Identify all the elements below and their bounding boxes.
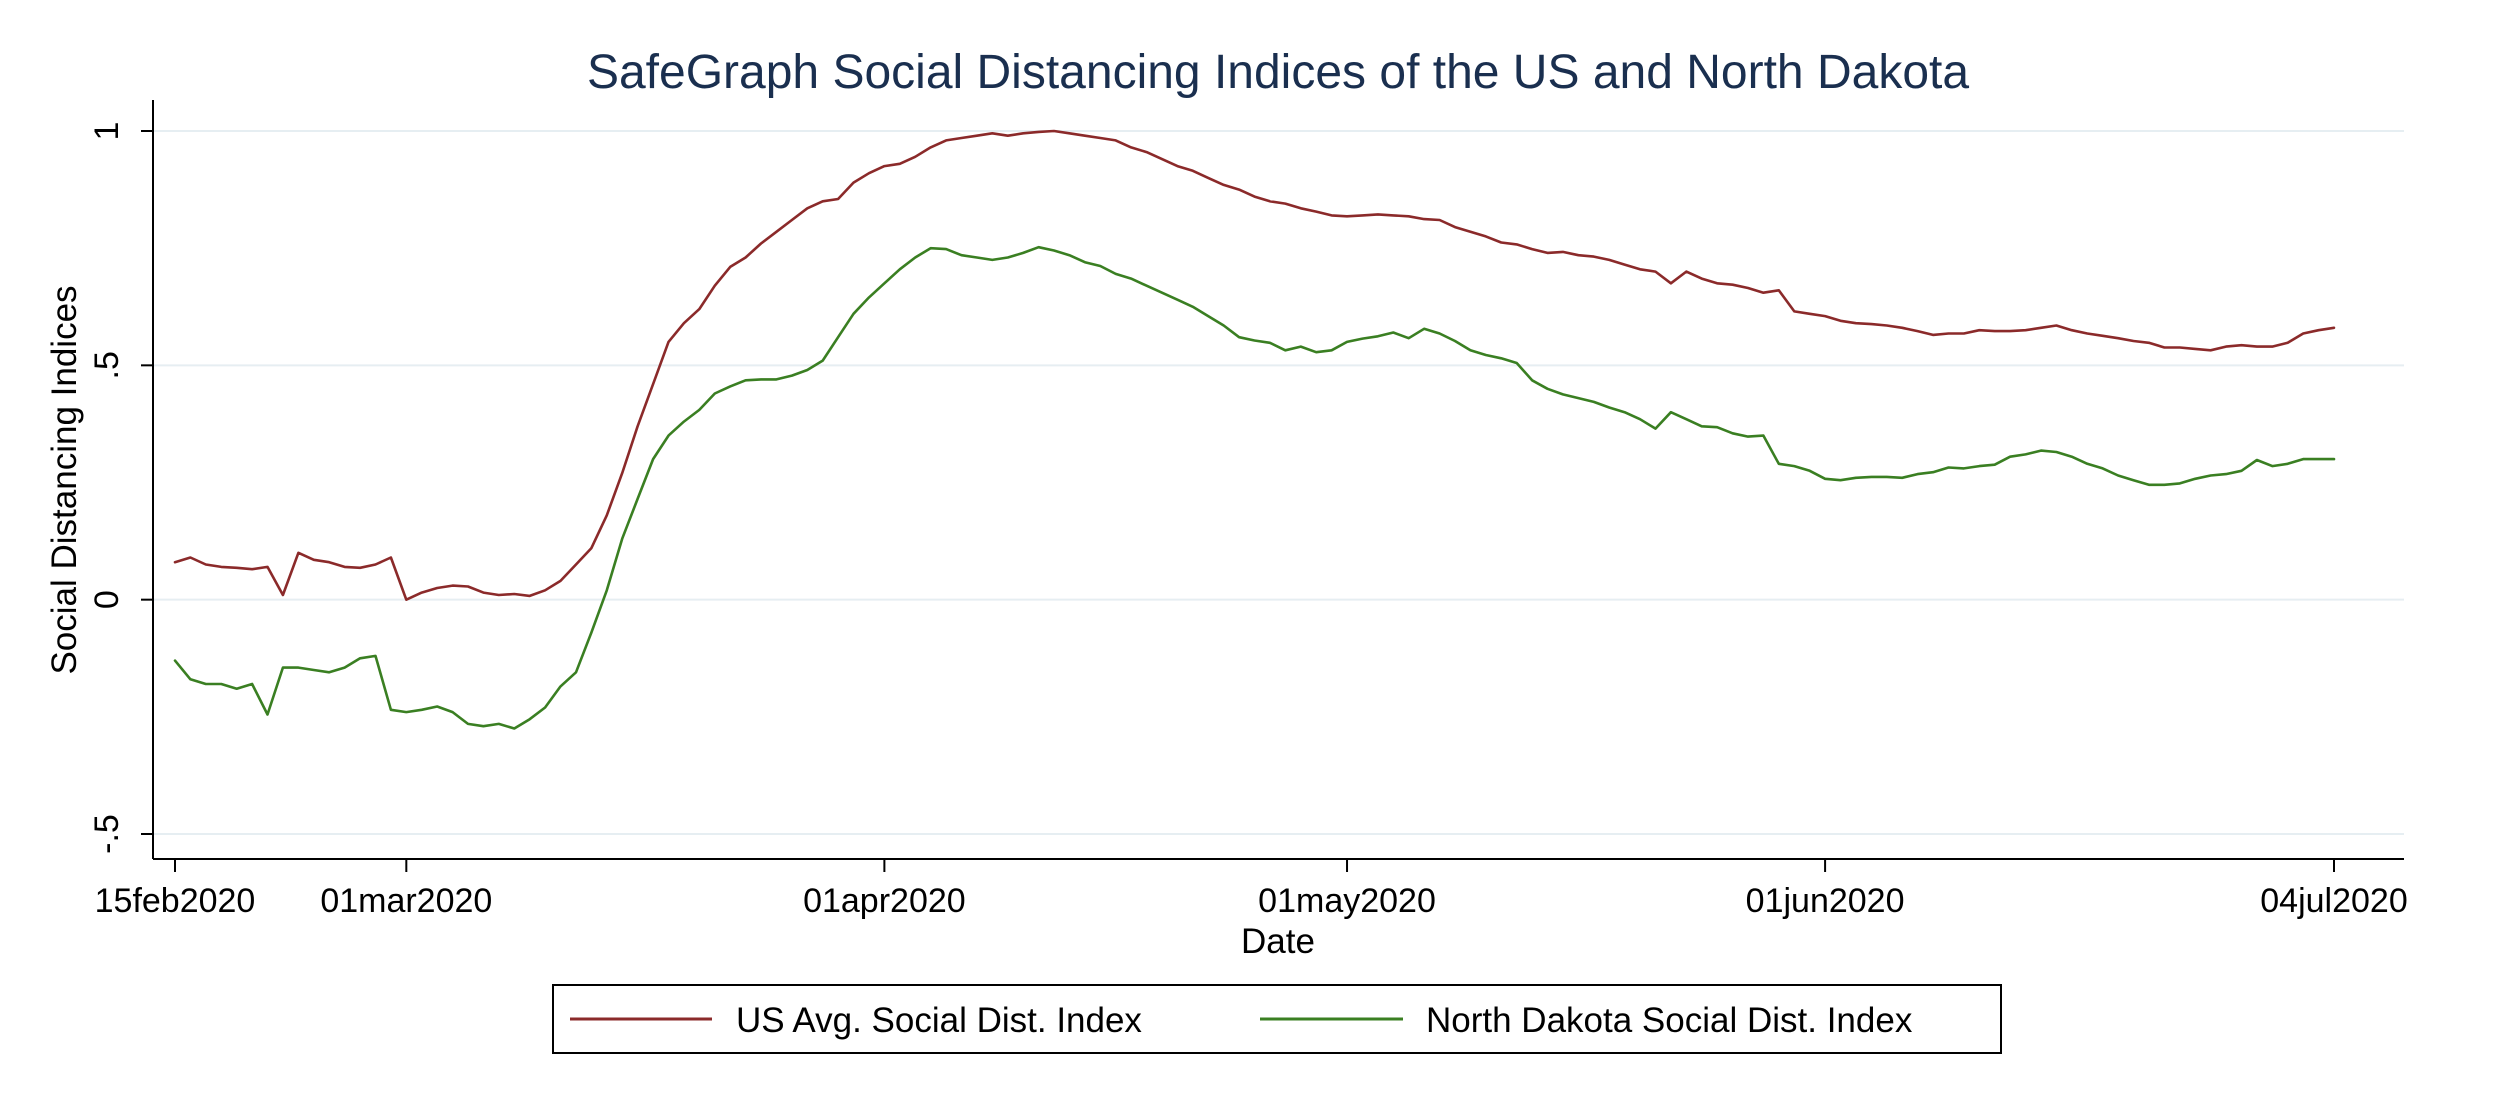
legend: US Avg. Social Dist. Index North Dakota … [552,984,2002,1054]
x-tick-label: 15feb2020 [95,882,256,920]
x-tick-label: 01apr2020 [803,882,966,920]
x-tick-label: 01mar2020 [320,882,492,920]
series-layer [173,129,2336,730]
y-tick-label: -.5 [88,814,126,854]
x-axis-label: Date [1241,922,1315,961]
y-axis-label: Social Distancing Indices [45,285,84,674]
x-tick-label: 04jul2020 [2260,882,2407,920]
legend-label-us: US Avg. Social Dist. Index [736,1001,1142,1040]
y-tick-label: 1 [88,122,126,141]
y-tick-label: 0 [88,590,126,609]
gridlines [153,130,2404,835]
legend-label-north-dakota: North Dakota Social Dist. Index [1426,1001,1913,1040]
series-line-north-dakota [173,245,2336,730]
chart-title: SafeGraph Social Distancing Indices of t… [587,46,1969,99]
x-tick-label: 01may2020 [1258,882,1436,920]
x-axis-ticks: 15feb2020 01mar2020 01apr2020 01may2020 01ju… [95,859,2408,920]
series-line-us [173,129,2336,602]
y-axis-ticks: -.5 0 .5 1 [88,122,153,854]
x-tick-label: 01jun2020 [1746,882,1905,920]
y-tick-label: .5 [88,351,126,379]
